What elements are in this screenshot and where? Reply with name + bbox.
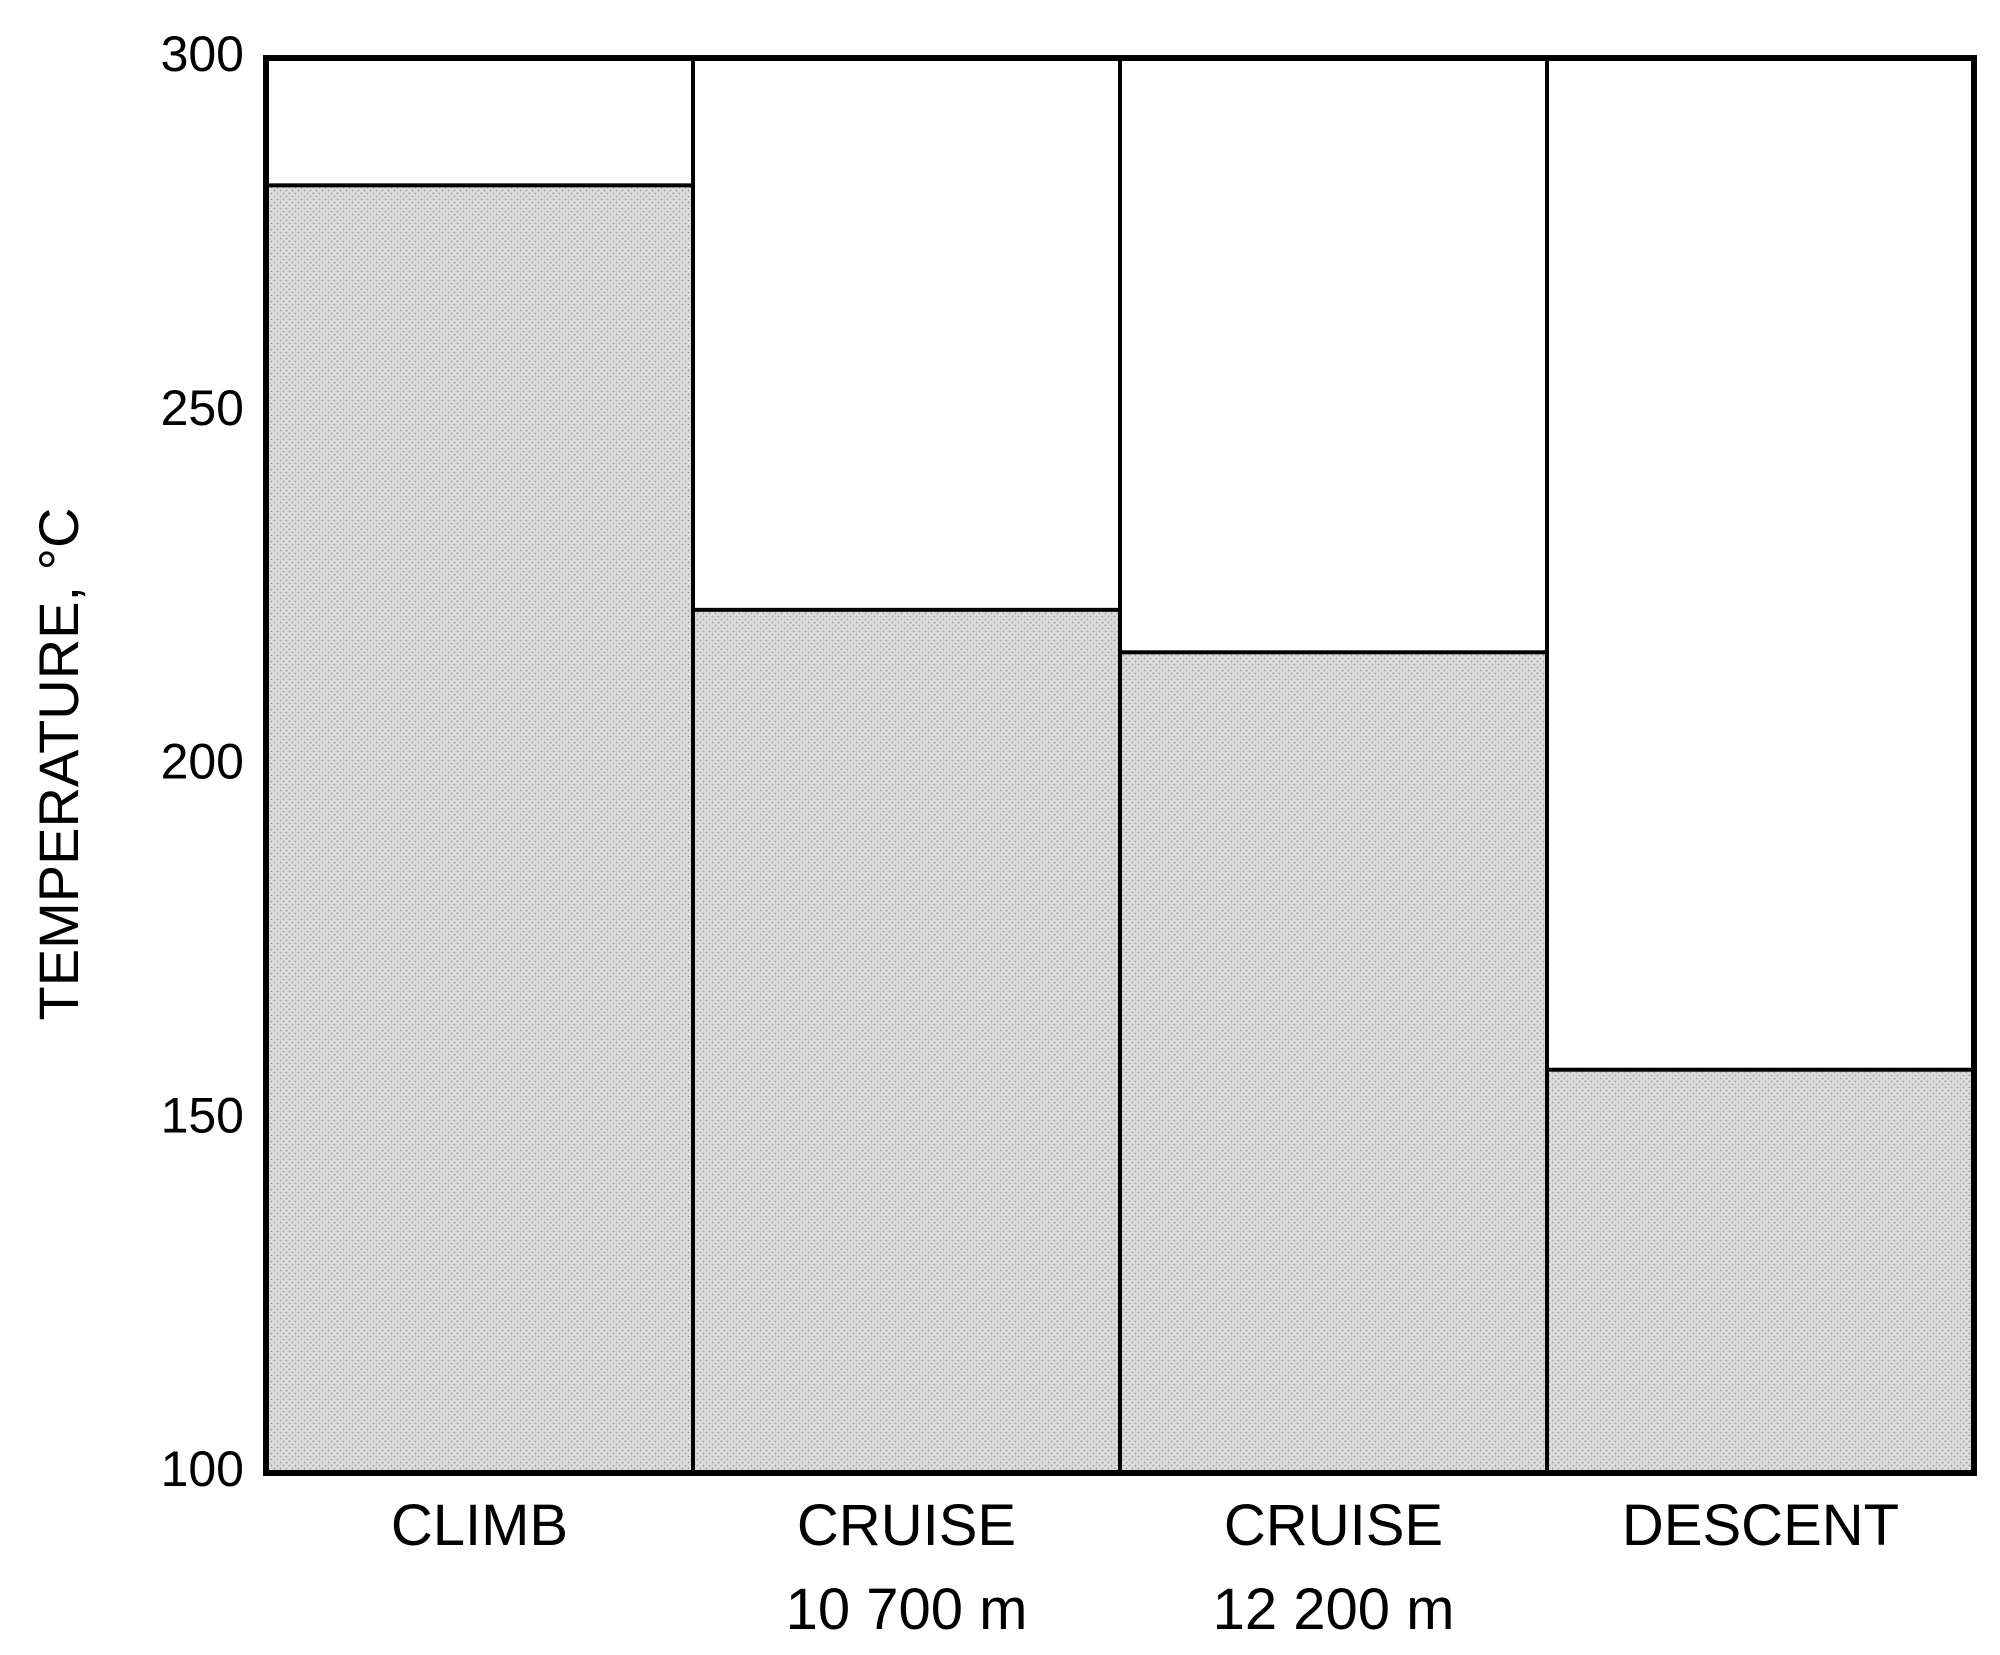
x-category-label: CLIMB bbox=[391, 1493, 568, 1558]
x-category-label: 12 200 m bbox=[1213, 1577, 1455, 1642]
y-tick-label: 150 bbox=[161, 1087, 244, 1143]
y-tick-label: 250 bbox=[161, 380, 244, 436]
y-tick-labels: 100 150 200 250 300 bbox=[161, 26, 244, 1497]
plot-frame bbox=[263, 55, 1977, 1476]
bars-group bbox=[264, 58, 1976, 1476]
y-tick-label: 200 bbox=[161, 734, 244, 790]
x-category-label: DESCENT bbox=[1622, 1493, 1899, 1558]
x-category-label: CRUISE bbox=[797, 1493, 1016, 1558]
bar-3 bbox=[1545, 1067, 1976, 1475]
x-category-label: CRUISE bbox=[1224, 1493, 1443, 1558]
y-tick-label: 300 bbox=[161, 26, 244, 82]
bar-0 bbox=[264, 183, 695, 1476]
bar-2 bbox=[1118, 650, 1549, 1475]
bar-1 bbox=[691, 607, 1122, 1475]
x-category-labels: CLIMB CRUISE 10 700 m CRUISE 12 200 m DESCENT bbox=[391, 1493, 1899, 1642]
y-axis-title: TEMPERATURE, °C bbox=[27, 508, 90, 1021]
x-category-label: 10 700 m bbox=[786, 1577, 1028, 1642]
y-tick-label: 100 bbox=[161, 1441, 244, 1497]
